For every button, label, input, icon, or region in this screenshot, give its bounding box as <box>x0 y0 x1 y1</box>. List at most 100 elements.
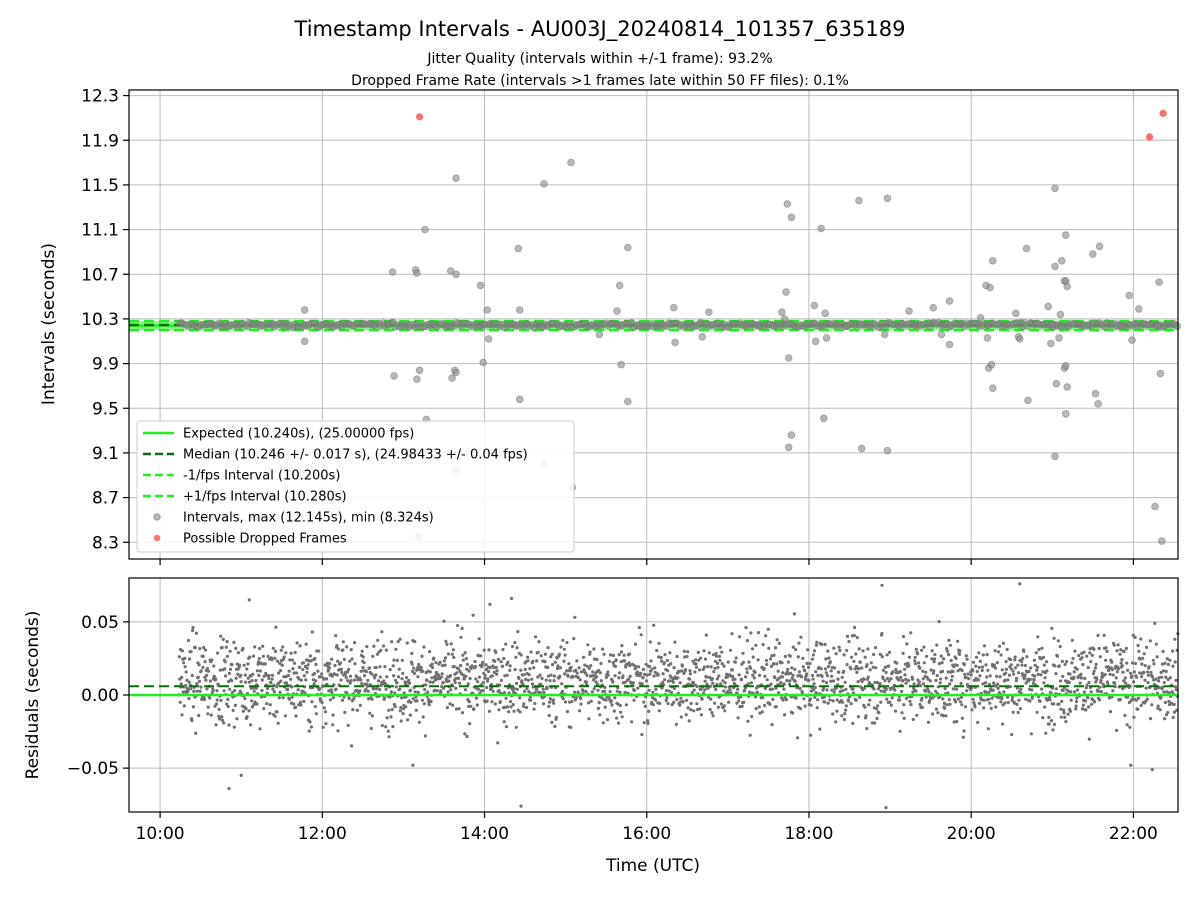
residual-point <box>314 679 318 683</box>
residual-point <box>1135 675 1139 679</box>
residual-point <box>824 671 828 675</box>
residual-point <box>744 626 748 630</box>
residual-extreme-point <box>510 596 514 601</box>
residual-point <box>844 704 848 708</box>
residual-point <box>1016 663 1020 667</box>
legend-box <box>136 420 575 553</box>
residual-point <box>878 652 883 656</box>
residual-point <box>875 716 879 721</box>
residual-point <box>812 682 816 686</box>
residual-point <box>482 648 486 652</box>
residual-point <box>1040 646 1044 650</box>
residual-point <box>1083 676 1087 681</box>
residual-point <box>1098 655 1102 659</box>
residual-point <box>202 697 206 702</box>
residual-point <box>1029 666 1033 670</box>
residual-point <box>346 723 350 728</box>
residual-point <box>522 702 526 706</box>
residual-point <box>328 662 332 666</box>
residual-point <box>1010 695 1015 700</box>
residual-point <box>390 640 394 644</box>
residual-point <box>454 707 459 711</box>
interval-outlier-point <box>1051 262 1059 271</box>
residual-point <box>204 678 208 682</box>
residual-point <box>533 701 537 706</box>
residual-point <box>865 663 869 667</box>
residual-point <box>374 673 378 677</box>
residual-point <box>773 646 778 650</box>
interval-outlier-point <box>388 268 397 276</box>
residual-point <box>1004 660 1008 664</box>
residual-point <box>309 659 313 663</box>
residual-point <box>579 702 583 706</box>
interval-outlier-point <box>669 303 678 312</box>
residuals-reference-lines <box>129 685 1178 697</box>
residual-point <box>840 675 844 680</box>
residual-point <box>832 646 836 650</box>
residual-point <box>764 658 769 663</box>
residual-point <box>1061 674 1065 679</box>
residual-point <box>697 668 702 672</box>
residual-point <box>627 677 631 681</box>
residual-point <box>571 675 575 679</box>
x-tick-label: 10:00 <box>136 824 185 844</box>
residual-point <box>837 645 841 649</box>
residual-point <box>1140 675 1144 679</box>
residual-point <box>350 657 354 661</box>
residual-point <box>461 653 465 657</box>
x-tick-label: 12:00 <box>298 824 347 844</box>
residual-point <box>1066 712 1070 716</box>
residual-point <box>805 661 809 666</box>
residual-point <box>308 720 312 724</box>
residual-point <box>875 707 879 711</box>
residual-point <box>1126 695 1130 699</box>
residual-point <box>574 696 579 700</box>
residual-point <box>1137 649 1141 653</box>
residual-point <box>1163 717 1167 721</box>
residual-point <box>509 700 513 704</box>
residual-point <box>956 669 960 673</box>
residual-point <box>584 689 588 694</box>
residual-point <box>1097 698 1102 702</box>
residual-point <box>657 655 661 659</box>
residual-point <box>341 640 345 644</box>
residual-point <box>718 658 722 662</box>
residual-point <box>1146 681 1150 685</box>
residual-point <box>957 652 962 657</box>
residual-point <box>826 665 831 669</box>
residual-point <box>598 671 602 675</box>
residual-point <box>334 634 338 638</box>
residual-point <box>552 674 557 678</box>
residual-point <box>634 665 638 669</box>
residual-point <box>986 727 990 731</box>
residual-point <box>369 726 373 731</box>
residual-point <box>597 701 601 705</box>
residual-point <box>1102 633 1106 638</box>
residual-point <box>401 671 405 676</box>
residual-point <box>347 697 351 701</box>
residual-point <box>716 665 720 669</box>
residual-point <box>448 674 452 678</box>
residual-point <box>865 727 869 731</box>
residual-point <box>254 686 258 690</box>
residual-point <box>615 689 619 693</box>
residual-point <box>435 677 440 681</box>
residual-point <box>394 685 398 689</box>
interval-outlier-point <box>698 332 706 341</box>
residuals-y-tick-label: 0.05 <box>81 613 119 633</box>
residual-point <box>1098 685 1102 689</box>
residual-point <box>986 668 990 672</box>
residual-point <box>572 637 576 641</box>
residual-point <box>579 697 583 701</box>
residual-point <box>610 703 614 707</box>
residual-point <box>400 677 404 681</box>
residual-point <box>464 674 468 678</box>
residual-point <box>447 679 451 683</box>
residual-point <box>511 703 515 707</box>
residual-point <box>194 731 198 735</box>
residual-point <box>1010 732 1014 737</box>
residual-point <box>713 666 717 670</box>
residual-extreme-point <box>227 787 231 791</box>
residual-point <box>678 700 683 704</box>
